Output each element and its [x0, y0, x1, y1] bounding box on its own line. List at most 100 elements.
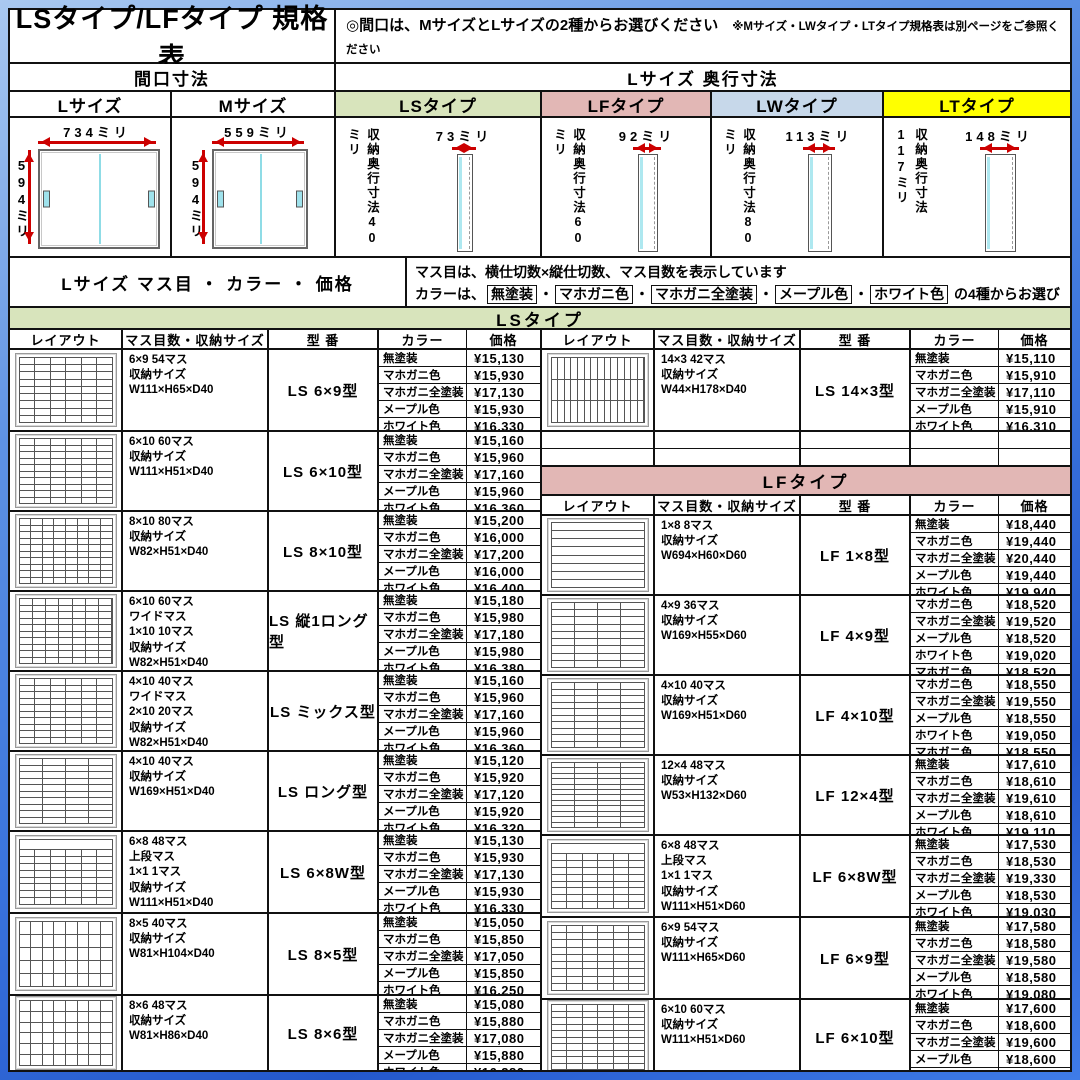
color-price-row: ホワイト色 ¥19,940 — [911, 584, 1070, 594]
color-price-row: 無塗装 ¥18,440 — [911, 516, 1070, 533]
desc-line: W111×H65×D60 — [661, 952, 746, 965]
desc-line: W169×H55×D60 — [661, 630, 747, 643]
width-section-title: 間口寸法 — [10, 64, 336, 92]
layout-thumbnail — [14, 754, 117, 828]
color-name: メープル色 — [379, 883, 467, 899]
size-header: Lサイズ — [10, 92, 172, 118]
desc-line: 8×10 80マス — [129, 516, 194, 528]
desc-line: W111×H51×D60 — [661, 900, 746, 913]
layout-cell — [542, 836, 655, 916]
model-cell: LS ミックス型 — [269, 672, 379, 750]
price-value: ¥18,610 — [1006, 807, 1057, 823]
color-price-row: ホワイト色 ¥16,400 — [379, 580, 540, 590]
price-value: ¥15,130 — [474, 350, 525, 366]
price-value: ¥17,130 — [474, 866, 525, 882]
color-name: ホワイト色 — [379, 660, 467, 670]
color-name: マホガニ色 — [379, 449, 467, 465]
side-view-drawing — [984, 154, 1016, 252]
color-name: メープル色 — [911, 401, 999, 417]
color-name: メープル色 — [379, 965, 467, 981]
masu-size-cell: 12×4 48マス 収納サイズ W53×H132×D60 — [655, 756, 801, 834]
price-value: ¥19,100 — [999, 1068, 1070, 1071]
column-header: マス目数・収納サイズ — [655, 330, 801, 348]
column-header: カラー — [911, 330, 999, 348]
color-price-row: マホガニ色 ¥15,930 — [379, 367, 540, 384]
desc-line: 4×9 36マス — [661, 600, 720, 612]
desc-line: 収納サイズ — [661, 695, 719, 708]
price-value: ¥18,600 — [1006, 1017, 1057, 1033]
empty-row — [542, 449, 1070, 466]
masu-size-cell: 4×9 36マス 収納サイズ W169×H55×D60 — [655, 596, 801, 674]
model-cell: LF 1×8型 — [801, 516, 911, 594]
model-cell: LS 8×10型 — [269, 512, 379, 590]
color-name: マホガニ色 — [379, 849, 467, 865]
color-name: 無塗装 — [911, 1000, 999, 1016]
spec-row: 8×6 48マス 収納サイズ W81×H86×D40 LS 8×6型 無塗装 ¥15,08… — [10, 996, 540, 1070]
model-cell: LF 4×9型 — [801, 596, 911, 674]
layout-cell — [10, 512, 123, 590]
color-name: 無塗装 — [379, 914, 467, 930]
depth-dimension-label: 113ミリ — [785, 129, 853, 144]
cabinet-drawing — [212, 149, 308, 249]
depth-dimension-label: 73ミリ — [435, 129, 493, 144]
color-price-row: ホワイト色 ¥19,020 — [911, 647, 1070, 664]
price-value: ¥15,960 — [474, 723, 525, 739]
color-name: マホガニ色 — [911, 744, 999, 754]
color-name: メープル色 — [379, 563, 467, 579]
desc-line: W53×H132×D60 — [661, 790, 747, 803]
color-price-row: マホガニ色 ¥18,530 — [911, 853, 1070, 870]
masu-size-cell: 6×10 60マス 収納サイズ W111×H51×D40 — [123, 432, 269, 510]
color-price-row: メープル色 ¥18,530 — [911, 887, 1070, 904]
color-price-row: マホガニ色 ¥18,580 — [911, 935, 1070, 952]
color-name: メープル色 — [379, 643, 467, 659]
color-name: マホガニ全塗装 — [379, 466, 467, 482]
color-price-row: マホガニ全塗装 ¥19,580 — [911, 952, 1070, 969]
price-value: ¥17,530 — [1006, 836, 1057, 852]
color-name: マホガニ色 — [911, 533, 999, 549]
color-name: ホワイト色 — [379, 820, 467, 830]
price-value: ¥19,440 — [1006, 567, 1057, 583]
color-price-row: マホガニ色 ¥15,960 — [379, 449, 540, 466]
color-price-cell: 無塗装 ¥15,160 マホガニ色 ¥15,960 マホガニ全塗装 ¥17,160 メープル… — [379, 672, 540, 750]
desc-line: 6×10 60マス — [129, 436, 194, 448]
panel-dashed-line — [1011, 157, 1013, 249]
color-price-cell: 無塗装 ¥18,440 マホガニ色 ¥19,440 マホガニ全塗装 ¥20,440 メープル… — [911, 516, 1070, 594]
color-price-row: マホガニ色 ¥16,000 — [379, 529, 540, 546]
color-name: マホガニ全塗装 — [911, 693, 999, 709]
masu-size-cell: 6×9 54マス 収納サイズ W111×H65×D60 — [655, 918, 801, 998]
price-value: ¥18,530 — [1006, 853, 1057, 869]
desc-line: 収納サイズ — [129, 451, 187, 464]
note-line-1: ◎間口は、MサイズとLサイズの2種からお選びください ※Mサイズ・LWタイプ・LT… — [346, 17, 1059, 57]
color-price-row: 無塗装 ¥17,530 — [911, 836, 1070, 853]
masu-size-cell: 8×10 80マス 収納サイズ W82×H51×D40 — [123, 512, 269, 590]
color-price-cell: 無塗装 ¥15,180 マホガニ色 ¥15,980 マホガニ全塗装 ¥17,180 メープル… — [379, 592, 540, 670]
desc-line: 6×8 48マス — [129, 836, 188, 848]
model-cell: LS 14×3型 — [801, 350, 911, 430]
color-price-row: 無塗装 ¥15,160 — [379, 672, 540, 689]
desc-line: ワイドマス — [129, 691, 187, 704]
color-name: マホガニ色 — [911, 1017, 999, 1033]
price-value: ¥20,440 — [1006, 550, 1057, 566]
desc-line: 収納サイズ — [129, 641, 187, 654]
color-name: メープル色 — [911, 1051, 999, 1067]
height-dimension-label: 594ミリ — [188, 158, 203, 239]
color-price-row: 無塗装 ¥15,080 — [379, 996, 540, 1013]
depth-diagram-cell: 収納奥行寸法40ミリ 73ミリ — [336, 118, 542, 258]
color-price-row: 無塗装 ¥15,200 — [379, 512, 540, 529]
price-value: ¥18,520 — [1006, 596, 1057, 612]
price-value: ¥19,520 — [1006, 613, 1057, 629]
panel-face-line — [810, 157, 813, 249]
color-name: 無塗装 — [379, 350, 467, 366]
spec-row: 4×10 40マス 収納サイズ W169×H51×D40 LS ロング型 無塗装 ¥15,… — [10, 752, 540, 832]
desc-line: 6×9 54マス — [661, 922, 720, 934]
price-value: ¥17,160 — [474, 466, 525, 482]
price-value: ¥19,940 — [1006, 584, 1057, 595]
layout-thumbnail — [546, 839, 649, 913]
masu-size-cell: 4×10 40マス 収納サイズ W169×H51×D40 — [123, 752, 269, 830]
color-name: 無塗装 — [911, 836, 999, 852]
desc-line: 収納サイズ — [661, 775, 719, 788]
desc-line: 4×10 40マス — [129, 756, 194, 768]
price-value: ¥15,120 — [474, 752, 525, 768]
color-name: マホガニ全塗装 — [911, 550, 999, 566]
